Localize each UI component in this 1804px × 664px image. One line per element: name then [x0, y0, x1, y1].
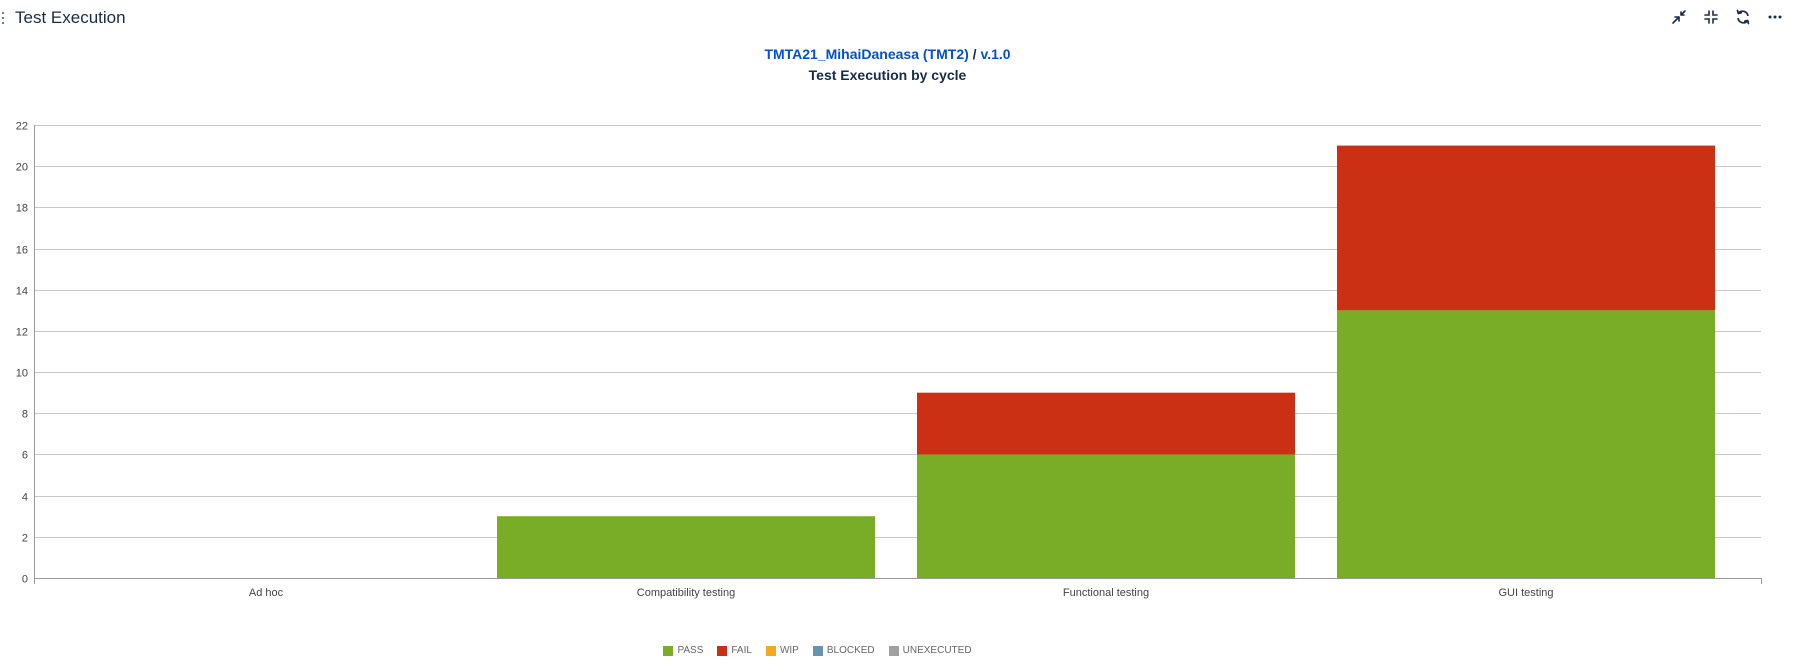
y-tick-label: 16 [16, 245, 28, 257]
title-separator: / [972, 46, 977, 62]
y-tick-label: 18 [16, 203, 28, 215]
x-tick-label: GUI testing [1498, 587, 1553, 599]
legend-item-pass[interactable]: PASS [663, 645, 703, 656]
legend-label: FAIL [731, 645, 752, 656]
y-tick-label: 14 [16, 286, 28, 298]
y-tick-label: 4 [22, 492, 28, 504]
legend-item-blocked[interactable]: BLOCKED [812, 645, 875, 656]
drag-handle-icon[interactable] [1, 9, 7, 27]
version-link[interactable]: v.1.0 [980, 46, 1011, 62]
legend-swatch [717, 645, 728, 656]
legend-swatch [663, 645, 674, 656]
project-link[interactable]: TMTA21_MihaiDaneasa (TMT2) [764, 46, 969, 62]
minimize-icon [1672, 10, 1686, 24]
bar-pass[interactable] [497, 516, 875, 578]
collapse-icon [1704, 10, 1718, 24]
legend-item-fail[interactable]: FAIL [717, 645, 752, 656]
more-icon [1768, 15, 1782, 19]
bar-pass[interactable] [1337, 310, 1715, 578]
bar-fail[interactable] [1337, 145, 1715, 311]
y-tick-label: 8 [22, 409, 28, 421]
bar-pass[interactable] [917, 454, 1295, 578]
chart-subtitle: Test Execution by cycle [808, 67, 967, 83]
more-button[interactable] [1764, 6, 1786, 28]
legend-swatch [888, 645, 899, 656]
y-tick-label: 2 [22, 533, 28, 545]
chart-legend: PASS FAIL WIP BLOCKED UNEXECUTED [0, 645, 1635, 656]
widget-toolbar [1668, 6, 1786, 28]
refresh-button[interactable] [1732, 6, 1754, 28]
legend-item-wip[interactable]: WIP [765, 645, 799, 656]
legend-label: PASS [677, 645, 704, 656]
y-tick-label: 22 [16, 121, 28, 133]
refresh-icon [1736, 9, 1750, 25]
x-tick-label: Functional testing [1063, 587, 1149, 599]
chart-titles: TMTA21_MihaiDaneasa (TMT2) / v.1.0 Test … [0, 46, 1775, 83]
collapse-button[interactable] [1700, 6, 1722, 28]
legend-item-unexecuted[interactable]: UNEXECUTED [888, 645, 972, 656]
legend-label: UNEXECUTED [902, 645, 972, 656]
y-tick-label: 10 [16, 368, 28, 380]
bar-chart: 0 2 4 6 8 10 12 14 16 18 20 22 Ad hoc Compatibility t… [16, 121, 1762, 599]
y-tick-label: 0 [22, 574, 28, 586]
legend-label: BLOCKED [826, 645, 875, 656]
legend-swatch [765, 645, 776, 656]
chart-title: TMTA21_MihaiDaneasa (TMT2) / v.1.0 [0, 46, 1775, 62]
y-tick-label: 20 [16, 162, 28, 174]
x-tick-label: Compatibility testing [637, 587, 735, 599]
bar-fail[interactable] [917, 392, 1295, 455]
y-tick-label: 6 [22, 450, 28, 462]
y-tick-label: 12 [16, 327, 28, 339]
legend-swatch [812, 645, 823, 656]
legend-label: WIP [779, 645, 799, 656]
widget-title: Test Execution [15, 8, 126, 27]
widget-header: Test Execution [0, 0, 1804, 38]
x-tick-label: Ad hoc [249, 587, 284, 599]
minimize-button[interactable] [1668, 6, 1690, 28]
